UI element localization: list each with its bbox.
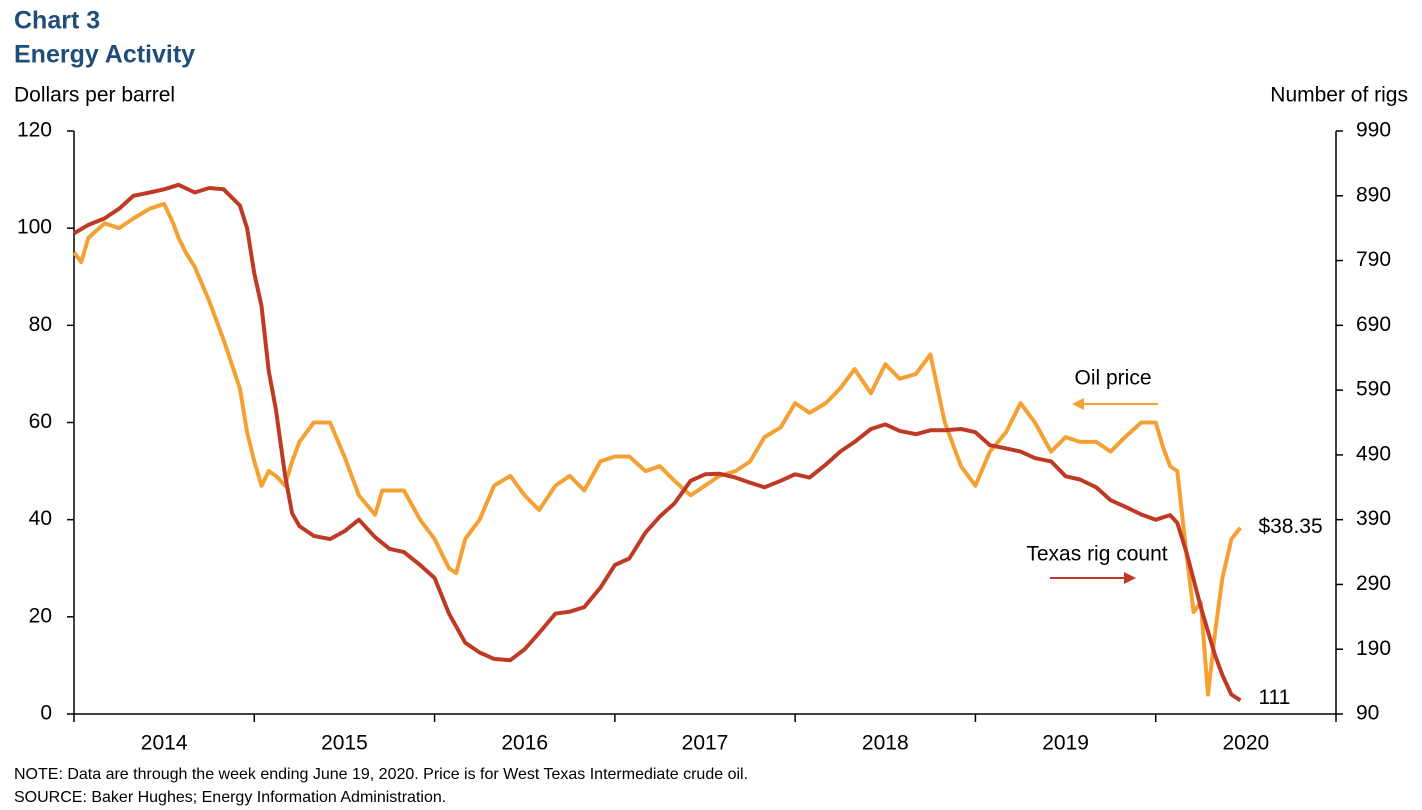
note: NOTE: Data are through the week ending J… <box>14 766 748 783</box>
y2-tick-label: 990 <box>1356 119 1391 142</box>
y2-tick-label: 390 <box>1356 507 1391 530</box>
legend-label: Oil price <box>1074 367 1151 390</box>
y2-tick-label: 690 <box>1356 313 1391 336</box>
legend-label: Texas rig count <box>1026 543 1167 566</box>
y2-tick-label: 490 <box>1356 442 1391 465</box>
y2-tick-label: 590 <box>1356 378 1391 401</box>
y2-tick-label: 290 <box>1356 572 1391 595</box>
y-tick-label: 60 <box>29 410 52 433</box>
x-tick-label: 2016 <box>501 732 548 755</box>
value-label: 111 <box>1258 686 1290 709</box>
chart-title: Chart 3 <box>14 7 100 35</box>
series-line <box>72 201 1242 697</box>
y2-tick-label: 190 <box>1356 637 1391 660</box>
x-tick-label: 2020 <box>1222 732 1269 755</box>
rig-arrowhead <box>1124 572 1136 584</box>
y-tick-label: 40 <box>29 507 52 530</box>
source: SOURCE: Baker Hughes; Energy Information… <box>14 789 446 806</box>
oil-arrowhead <box>1072 398 1084 410</box>
x-tick-label: 2014 <box>141 732 188 755</box>
x-tick-label: 2019 <box>1042 732 1089 755</box>
y-axis-title: Dollars per barrel <box>14 84 175 107</box>
x-tick-label: 2015 <box>321 732 368 755</box>
y2-tick-label: 90 <box>1356 702 1379 725</box>
y2-tick-label: 890 <box>1356 183 1391 206</box>
chart-subtitle: Energy Activity <box>14 41 195 69</box>
y-tick-label: 120 <box>17 119 52 142</box>
series-line <box>72 182 1242 703</box>
x-tick-label: 2018 <box>862 732 909 755</box>
value-label: $38.35 <box>1258 515 1322 538</box>
y2-axis-title: Number of rigs <box>1270 84 1408 107</box>
y-tick-label: 20 <box>29 604 52 627</box>
y-tick-label: 0 <box>40 702 52 725</box>
y-tick-label: 80 <box>29 313 52 336</box>
y-tick-label: 100 <box>17 216 52 239</box>
y2-tick-label: 790 <box>1356 248 1391 271</box>
x-tick-label: 2017 <box>682 732 729 755</box>
